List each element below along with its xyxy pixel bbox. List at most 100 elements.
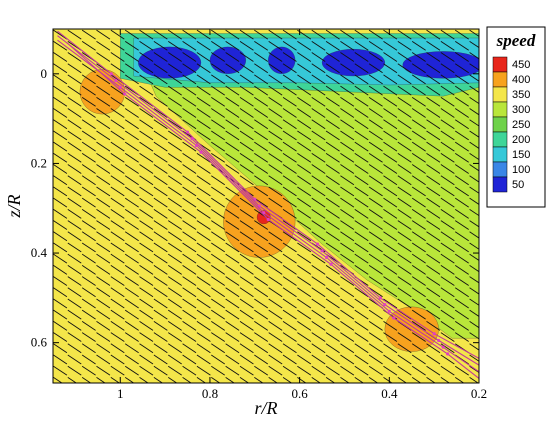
velocity-vector (325, 40, 340, 51)
velocity-vector (282, 141, 297, 152)
velocity-vector (311, 309, 326, 320)
velocity-vector (268, 343, 283, 354)
velocity-vector (239, 287, 254, 298)
velocity-vector (426, 287, 441, 298)
velocity-vector (368, 287, 383, 298)
velocity-vector (254, 108, 269, 118)
velocity-vector (383, 321, 398, 331)
streamline-marker (437, 338, 441, 343)
velocity-vector (440, 130, 455, 141)
velocity-vector (254, 264, 269, 275)
velocity-vector (124, 332, 139, 342)
velocity-vector (454, 186, 469, 197)
velocity-vector (67, 85, 82, 96)
velocity-vector (196, 343, 211, 354)
velocity-vector (340, 108, 355, 118)
velocity-vector (81, 365, 96, 376)
velocity-vector (182, 321, 197, 331)
velocity-vector (368, 276, 383, 286)
velocity-vector (53, 96, 68, 107)
velocity-vector (426, 175, 441, 186)
velocity-vector (96, 231, 111, 242)
velocity-vector (282, 152, 297, 163)
velocity-vector (254, 231, 269, 242)
velocity-vector (354, 152, 369, 163)
velocity-vector (167, 197, 182, 208)
velocity-vector (254, 152, 269, 163)
velocity-vector (311, 152, 326, 163)
velocity-vector (53, 309, 68, 320)
velocity-vector (411, 231, 426, 242)
velocity-vector (167, 332, 182, 342)
velocity-vector (440, 264, 455, 275)
velocity-vector (225, 40, 240, 51)
velocity-vector (440, 298, 455, 309)
velocity-vector (368, 231, 383, 242)
velocity-vector (440, 175, 455, 186)
velocity-vector (426, 85, 441, 96)
velocity-vector (96, 29, 111, 40)
velocity-vector (81, 343, 96, 354)
velocity-vector (340, 309, 355, 320)
velocity-vector (440, 74, 455, 85)
velocity-vector (53, 365, 68, 376)
velocity-vector (167, 108, 182, 118)
velocity-vector (282, 253, 297, 264)
velocity-vector (81, 96, 96, 107)
velocity-vector (196, 253, 211, 264)
velocity-vector (182, 175, 197, 186)
velocity-vector (81, 264, 96, 275)
velocity-vector (225, 264, 240, 275)
velocity-vector (239, 220, 254, 230)
velocity-vector (81, 164, 96, 174)
contour-blob (137, 46, 202, 79)
velocity-vector (282, 175, 297, 186)
velocity-vector (211, 309, 225, 320)
velocity-vector (397, 208, 412, 219)
velocity-vector (325, 108, 340, 118)
streamline-marker (190, 137, 194, 141)
velocity-vector (311, 63, 326, 74)
velocity-vector (426, 354, 441, 365)
velocity-vector (239, 119, 254, 130)
velocity-vector (383, 63, 398, 74)
velocity-vector (325, 130, 340, 141)
velocity-vector (153, 298, 168, 309)
velocity-vector (411, 164, 426, 174)
velocity-vector (153, 287, 168, 298)
velocity-vector (167, 287, 182, 298)
velocity-vector (440, 208, 455, 219)
velocity-vector (454, 63, 469, 74)
velocity-vector (81, 119, 96, 130)
velocity-vector (282, 197, 297, 208)
velocity-vector (383, 231, 398, 242)
velocity-vector (167, 74, 182, 85)
velocity-vector (196, 208, 211, 219)
velocity-vector (440, 253, 455, 264)
velocity-vector (383, 108, 398, 118)
velocity-vector (383, 152, 398, 163)
velocity-vector (139, 365, 154, 376)
velocity-vector (182, 29, 197, 40)
velocity-vector (96, 96, 111, 107)
velocity-vector (268, 242, 283, 253)
velocity-vector (397, 175, 412, 186)
velocity-vector (139, 40, 154, 51)
velocity-vector (139, 343, 154, 354)
velocity-vector (440, 220, 455, 230)
velocity-vector (239, 377, 250, 383)
velocity-vector (81, 253, 96, 264)
velocity-vector (454, 242, 469, 253)
velocity-vector (211, 52, 225, 62)
velocity-vector (297, 96, 312, 107)
velocity-vector (182, 52, 197, 62)
velocity-vector (368, 40, 383, 51)
streamline-marker (266, 217, 270, 222)
velocity-vector (153, 321, 168, 331)
velocity-vector (53, 63, 68, 74)
velocity-vector (340, 197, 355, 208)
velocity-vector (297, 343, 312, 354)
velocity-vector (96, 220, 111, 230)
velocity-vector (469, 264, 479, 273)
velocity-vector (297, 253, 312, 264)
